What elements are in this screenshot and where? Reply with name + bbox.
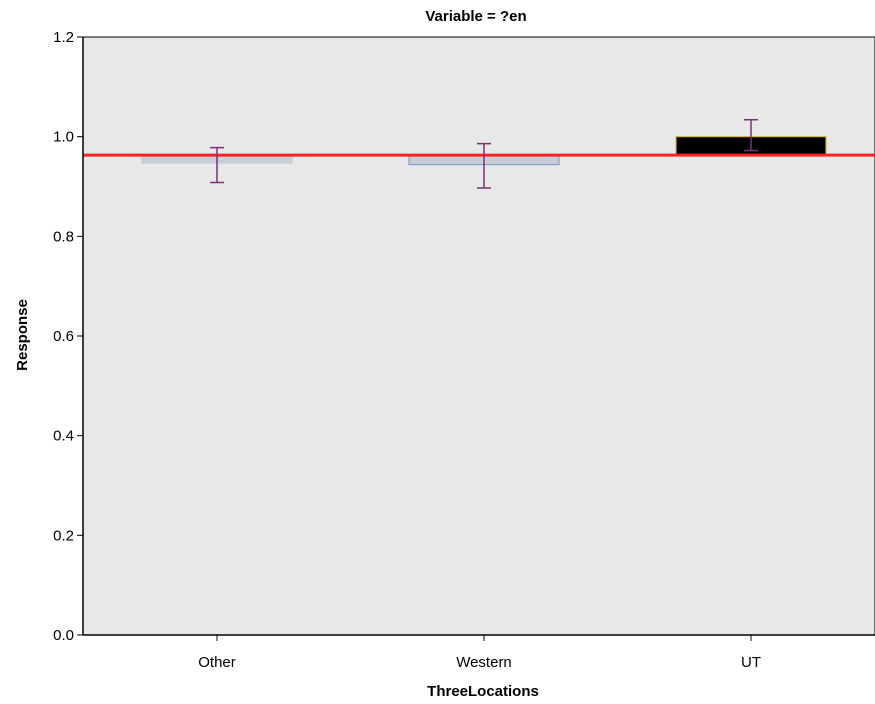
chart-title: Variable = ?en (425, 8, 526, 25)
x-tick-label: Other (198, 654, 236, 671)
plot-area (82, 36, 875, 636)
y-tick-label: 0.2 (53, 527, 74, 544)
x-tick-label: Western (456, 654, 512, 671)
x-ticks: Other Western UT (198, 635, 761, 671)
error-bar-western (477, 142, 491, 189)
y-ticks: 0.0 0.2 0.4 0.6 0.8 1.0 1.2 (53, 29, 83, 644)
y-tick-label: 0.0 (53, 627, 74, 644)
y-tick-label: 0.6 (53, 328, 74, 345)
error-bars-layer (210, 118, 758, 189)
y-axis-title: Response (14, 299, 31, 371)
y-tick-label: 0.4 (53, 428, 74, 445)
x-axis-title: ThreeLocations (427, 683, 539, 700)
y-tick-label: 1.0 (53, 129, 74, 146)
x-tick-label: UT (741, 654, 761, 671)
error-bar-ut (744, 118, 758, 152)
y-tick-label: 1.2 (53, 29, 74, 46)
error-bar-other (210, 146, 224, 184)
y-tick-label: 0.8 (53, 228, 74, 245)
